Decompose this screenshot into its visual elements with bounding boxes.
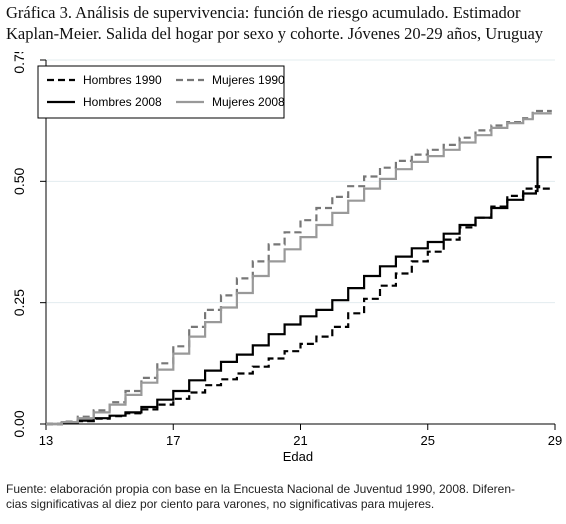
x-tick-label: 21 [293,433,307,448]
axes: 0.00 0.25 0.50 0.75 13 17 21 25 29 Edad [11,46,562,464]
y-tick-label: 0.00 [11,410,27,437]
y-tick-label: 0.75 [11,52,27,74]
y-tick-label: 0.50 [11,167,27,194]
legend: Hombres 1990 Mujeres 1990 Hombres 2008 Muje… [37,65,285,119]
legend-label: Mujeres 1990 [212,73,285,87]
x-tick-label: 17 [166,433,180,448]
series-line-hombres-2008 [46,156,552,426]
source-note: Fuente: elaboración propia con base en l… [6,482,562,512]
x-tick-label: 25 [421,433,435,448]
source-line-2: cias significativas al diez por ciento p… [6,497,435,511]
series-lines [46,109,552,426]
chart-title: Gráfica 3. Análisis de supervivencia: fu… [6,2,562,44]
legend-label: Hombres 1990 [83,73,162,87]
y-tick-label: 0.25 [11,289,27,316]
x-tick-label: 29 [548,433,562,448]
plot-area: 0.00 0.25 0.50 0.75 13 17 21 25 29 Edad Hombres 1… [0,46,566,482]
x-axis-label: Edad [283,449,313,464]
x-tick-label: 13 [39,433,53,448]
survival-chart: 0.00 0.25 0.50 0.75 13 17 21 25 29 Edad Hombres 1… [11,46,562,464]
title-line-2: Kaplan-Meier. Salida del hogar por sexo … [6,24,544,43]
source-line-1: Fuente: elaboración propia con base en l… [6,482,516,496]
legend-label: Mujeres 2008 [212,95,285,109]
title-line-1: Gráfica 3. Análisis de supervivencia: fu… [6,3,521,22]
series-line-mujeres-1990 [46,109,552,426]
legend-box [37,65,285,119]
series-line-mujeres-2008 [46,112,552,426]
legend-label: Hombres 2008 [83,95,162,109]
